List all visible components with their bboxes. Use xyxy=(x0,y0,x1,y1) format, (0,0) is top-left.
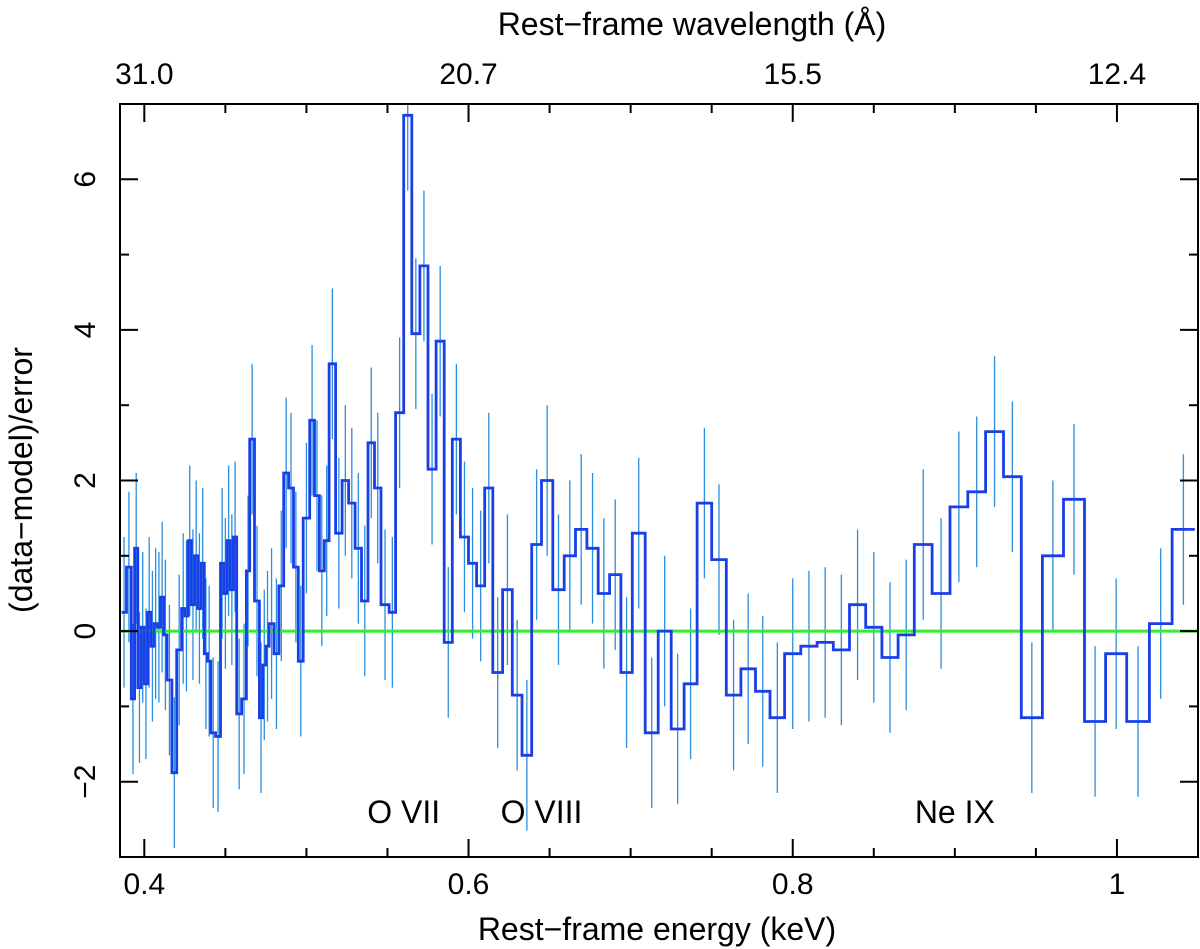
y-tick-label-0: −2 xyxy=(69,765,102,799)
annotation-ne-ix: Ne IX xyxy=(915,794,995,830)
y-axis-title: (data−model)/error xyxy=(3,347,39,613)
x-tick-label-2: 0.8 xyxy=(772,868,814,901)
y-tick-label-3: 4 xyxy=(69,322,102,339)
x2-tick-label-3: 12.4 xyxy=(1088,58,1146,91)
y-tick-label-2: 2 xyxy=(69,472,102,489)
x2-tick-label-1: 20.7 xyxy=(439,58,497,91)
x-tick-label-1: 0.6 xyxy=(448,868,490,901)
annotation-o-viii: O VIII xyxy=(501,794,583,830)
annotation-o-vii: O VII xyxy=(367,794,440,830)
x2-tick-label-0: 31.0 xyxy=(115,58,173,91)
x-axis-title: Rest−frame energy (keV) xyxy=(478,911,836,947)
axis-labels: 0.4 0.6 0.8 1 31.0 20.7 15.5 12.4 −2 0 2 4 6 O VII O V… xyxy=(69,58,1146,901)
axis-ticks xyxy=(120,103,1199,858)
residual-step-line-group xyxy=(121,113,1195,775)
plot-frame xyxy=(119,103,1199,858)
x2-axis-title: Rest−frame wavelength (Å) xyxy=(498,6,887,42)
x-tick-label-0: 0.4 xyxy=(123,868,165,901)
residual-step-line xyxy=(121,113,1195,775)
x2-tick-label-2: 15.5 xyxy=(764,58,822,91)
y-tick-label-4: 6 xyxy=(69,171,102,188)
y-tick-label-1: 0 xyxy=(69,623,102,640)
x-tick-label-3: 1 xyxy=(1109,868,1126,901)
